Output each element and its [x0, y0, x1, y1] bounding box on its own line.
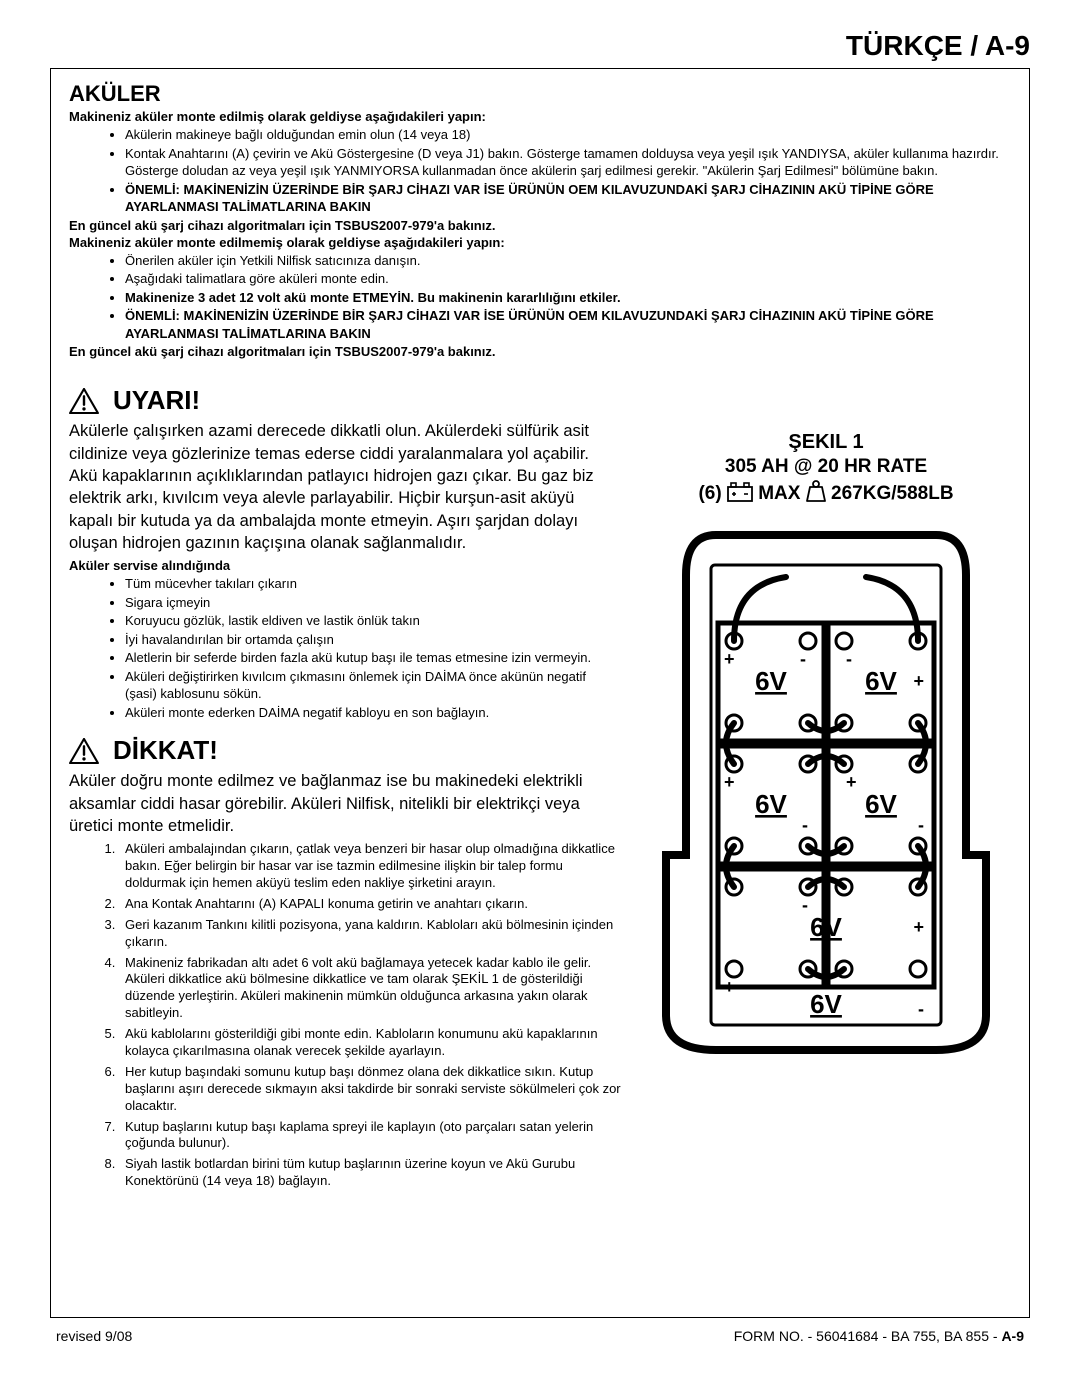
bullets-notinstalled: Önerilen aküler için Yetkili Nilfisk sat… [69, 252, 1011, 343]
algo-note-2: En güncel akü şarj cihazı algoritmaları … [69, 344, 1011, 359]
figure-caption: ŞEKIL 1 [641, 430, 1011, 455]
figure-count: (6) [698, 483, 721, 504]
svg-text:+: + [724, 772, 735, 792]
figure-max-label: MAX [758, 483, 800, 504]
figure-rate: 305 AH @ 20 HR RATE [641, 455, 1011, 480]
content-frame: AKÜLER Makineniz aküler monte edilmiş ol… [50, 68, 1030, 1318]
warning-triangle-icon [69, 388, 99, 414]
weight-icon [806, 480, 826, 502]
bullet-item: Kontak Anahtarını (A) çevirin ve Akü Gös… [125, 145, 1011, 180]
battery-icon [727, 482, 753, 502]
bullet-item: Tüm mücevher takıları çıkarın [125, 575, 621, 593]
page-header: TÜRKÇE / A-9 [50, 30, 1030, 62]
caution-paragraph: Aküler doğru monte edilmez ve bağlanmaz … [69, 770, 621, 837]
figure-weight: 267KG/588LB [831, 483, 954, 504]
svg-text:-: - [802, 895, 808, 915]
intro-installed: Makineniz aküler monte edilmiş olarak ge… [69, 109, 1011, 124]
warning-heading-row: UYARI! [69, 385, 1011, 416]
bullet-item: İyi havalandırılan bir ortamda çalışın [125, 631, 621, 649]
svg-text:-: - [802, 815, 808, 835]
svg-text:+: + [913, 917, 924, 937]
warning-title: UYARI! [113, 385, 200, 416]
svg-text:+: + [724, 977, 735, 997]
figure-max-line: (6) MAX 267KG/588LB [641, 480, 1011, 507]
step-item: Ana Kontak Anahtarını (A) KAPALI konuma … [119, 896, 621, 913]
svg-text:-: - [918, 999, 924, 1019]
svg-text:+: + [913, 671, 924, 691]
bullets-installed: Akülerin makineye bağlı olduğundan emin … [69, 126, 1011, 216]
bullet-item: Aküleri değiştirirken kıvılcım çıkmasını… [125, 668, 621, 703]
step-item: Siyah lastik botlardan birini tüm kutup … [119, 1156, 621, 1190]
caution-title: DİKKAT! [113, 735, 218, 766]
algo-note-1: En güncel akü şarj cihazı algoritmaları … [69, 218, 1011, 233]
bullet-item: Aşağıdaki talimatlara göre aküleri monte… [125, 270, 1011, 288]
footer-revised: revised 9/08 [56, 1328, 132, 1344]
bullet-item: ÖNEMLİ: MAKİNENİZİN ÜZERİNDE BİR ŞARJ Cİ… [125, 181, 1011, 216]
svg-text:+: + [724, 649, 735, 669]
batt-label: 6V [810, 989, 842, 1019]
footer-form-no: FORM NO. - 56041684 - BA 755, BA 855 - A… [734, 1328, 1024, 1344]
section-heading-akuler: AKÜLER [69, 81, 1011, 107]
service-heading: Aküler servise alındığında [69, 558, 621, 573]
svg-text:+: + [846, 772, 857, 792]
bullet-item: Makinenize 3 adet 12 volt akü monte ETME… [125, 289, 1011, 307]
batt-label: 6V [865, 789, 897, 819]
bullet-item: Aküleri monte ederken DAİMA negatif kabl… [125, 704, 621, 722]
step-item: Kutup başlarını kutup başı kaplama sprey… [119, 1119, 621, 1153]
step-item: Aküleri ambalajından çıkarın, çatlak vey… [119, 841, 621, 892]
step-item: Makineniz fabrikadan altı adet 6 volt ak… [119, 955, 621, 1023]
batt-label: 6V [755, 666, 787, 696]
step-item: Her kutup başındaki somunu kutup başı dö… [119, 1064, 621, 1115]
bullet-item: Önerilen aküler için Yetkili Nilfisk sat… [125, 252, 1011, 270]
batt-label: 6V [810, 912, 842, 942]
caution-heading-row: DİKKAT! [69, 735, 621, 766]
batt-label: 6V [865, 666, 897, 696]
battery-layout-diagram: + - - + + - + - - + + - 6V 6V 6V 6V 6V 6V [656, 515, 996, 1055]
service-bullets: Tüm mücevher takıları çıkarın Sigara içm… [69, 575, 621, 721]
caution-steps: Aküleri ambalajından çıkarın, çatlak vey… [69, 841, 621, 1190]
warning-triangle-icon [69, 738, 99, 764]
step-item: Geri kazanım Tankını kilitli pozisyona, … [119, 917, 621, 951]
batt-label: 6V [755, 789, 787, 819]
svg-text:-: - [918, 815, 924, 835]
bullet-item: ÖNEMLİ: MAKİNENİZİN ÜZERİNDE BİR ŞARJ Cİ… [125, 307, 1011, 342]
bullet-item: Sigara içmeyin [125, 594, 621, 612]
footer: revised 9/08 FORM NO. - 56041684 - BA 75… [50, 1328, 1030, 1344]
bullet-item: Akülerin makineye bağlı olduğundan emin … [125, 126, 1011, 144]
intro-notinstalled: Makineniz aküler monte edilmemiş olarak … [69, 235, 1011, 250]
warning-paragraph: Akülerle çalışırken azami derecede dikka… [69, 420, 621, 554]
svg-text:-: - [800, 649, 806, 669]
bullet-item: Koruyucu gözlük, lastik eldiven ve lasti… [125, 612, 621, 630]
step-item: Akü kablolarını gösterildiği gibi monte … [119, 1026, 621, 1060]
bullet-item: Aletlerin bir seferde birden fazla akü k… [125, 649, 621, 667]
svg-text:-: - [846, 649, 852, 669]
